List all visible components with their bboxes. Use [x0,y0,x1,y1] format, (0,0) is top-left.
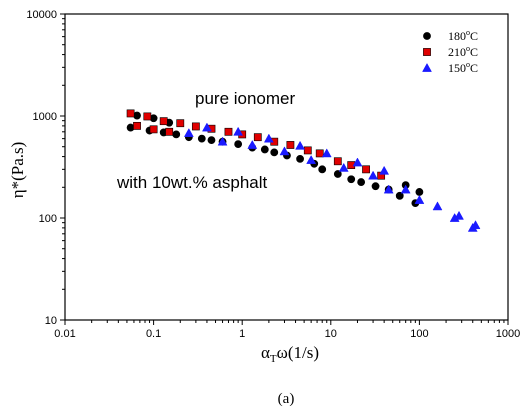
legend-marker-210C [423,48,431,56]
x-tick-label: 100 [410,328,428,340]
data-point-210C [191,122,200,131]
figure-caption: (a) [278,391,295,407]
data-point-150C [454,210,464,220]
data-point-180C [172,130,181,139]
data-point-150C [379,165,390,175]
data-point-210C [315,149,324,158]
legend-label-180C: 180oC [448,28,478,43]
y-tick-label: 100 [39,213,57,225]
data-point-210C [303,146,312,155]
data-point-150C [414,195,425,204]
data-point-180C [234,140,243,149]
x-tick-label: 10 [325,328,337,340]
data-point-150C [400,184,411,194]
data-point-210C [165,127,174,136]
data-point-180C [333,170,342,178]
data-markers [126,109,481,232]
data-point-210C [149,125,158,134]
data-point-150C [432,201,443,211]
y-tick-label: 10 [45,315,57,327]
data-point-180C [371,182,380,191]
data-point-210C [253,133,262,142]
x-axis-label: αTω(1/s) [261,343,319,365]
y-tick-labels: 10 100 1000 10000 [26,9,57,327]
data-point-150C [470,220,481,230]
data-point-180C [126,123,135,132]
data-point-180C [296,154,304,163]
y-axis-label: η*(Pa.s) [8,142,27,199]
data-point-210C [133,121,141,130]
data-point-210C [126,109,135,118]
annotation-with-asphalt: with 10wt.% asphalt [116,173,268,192]
x-axis-label-subscript: T [270,353,277,365]
data-point-180C [207,136,216,145]
axis-ticks [60,13,509,325]
data-point-210C [286,141,295,149]
data-point-150C [352,157,363,167]
legend-label-150C: 150oC [448,60,478,75]
x-axis-label-alpha: α [261,343,270,362]
plot-frame [64,13,509,321]
legend-marker-150C [422,62,432,72]
data-point-150C [338,162,349,172]
data-point-210C [224,127,233,136]
data-point-150C [368,170,378,180]
data-point-180C [270,148,279,157]
data-point-150C [217,136,228,146]
legend-marker-180C [423,32,431,40]
data-point-180C [415,188,424,196]
data-point-150C [202,122,212,132]
data-point-180C [318,165,327,174]
x-tick-label: 0.1 [146,328,161,340]
data-point-150C [321,148,332,158]
data-point-210C [362,165,370,174]
x-axis-label-omega: ω(1/s) [277,343,319,362]
x-tick-labels: 0.01 0.1 1 10 100 1000 [54,328,520,340]
data-point-150C [183,128,194,137]
data-point-150C [247,139,258,149]
data-point-150C [233,126,244,136]
y-tick-label: 1000 [33,111,57,123]
data-point-210C [159,117,168,126]
data-point-180C [133,111,141,120]
legend-label-210C: 210oC [448,44,478,59]
data-point-150C [263,133,274,143]
x-tick-label: 0.01 [54,328,75,340]
data-point-150C [295,140,305,150]
data-point-180C [197,134,206,143]
x-tick-label: 1000 [496,328,520,340]
data-point-150C [383,184,394,194]
x-tick-label: 1 [239,328,245,340]
data-point-210C [176,119,185,128]
data-point-180C [395,191,404,200]
data-point-210C [333,157,342,166]
data-point-180C [260,145,269,154]
y-tick-label: 10000 [26,9,57,21]
data-point-180C [347,175,356,184]
data-point-150C [306,155,317,164]
data-point-180C [357,178,366,186]
annotation-pure-ionomer: pure ionomer [195,89,296,108]
data-point-150C [279,146,290,156]
data-point-210C [143,112,152,121]
